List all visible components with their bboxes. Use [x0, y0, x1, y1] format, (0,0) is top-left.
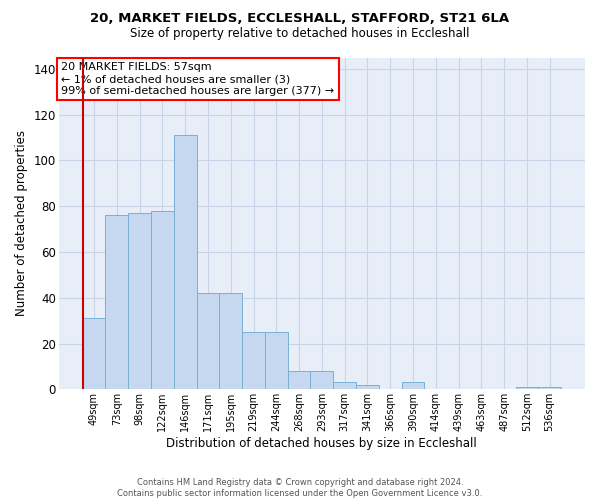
Bar	[106, 216, 128, 390]
Bar	[174, 136, 197, 390]
Bar	[151, 211, 174, 390]
Bar	[515, 387, 538, 390]
X-axis label: Distribution of detached houses by size in Eccleshall: Distribution of detached houses by size …	[166, 437, 477, 450]
Text: Contains HM Land Registry data © Crown copyright and database right 2024.
Contai: Contains HM Land Registry data © Crown c…	[118, 478, 482, 498]
Text: Size of property relative to detached houses in Eccleshall: Size of property relative to detached ho…	[130, 28, 470, 40]
Bar	[538, 387, 561, 390]
Bar	[128, 213, 151, 390]
Bar	[310, 371, 333, 390]
Bar	[220, 293, 242, 390]
Bar	[287, 371, 310, 390]
Text: 20 MARKET FIELDS: 57sqm
← 1% of detached houses are smaller (3)
99% of semi-deta: 20 MARKET FIELDS: 57sqm ← 1% of detached…	[61, 62, 334, 96]
Text: 20, MARKET FIELDS, ECCLESHALL, STAFFORD, ST21 6LA: 20, MARKET FIELDS, ECCLESHALL, STAFFORD,…	[91, 12, 509, 26]
Bar	[242, 332, 265, 390]
Bar	[197, 293, 220, 390]
Bar	[265, 332, 287, 390]
Bar	[356, 384, 379, 390]
Bar	[333, 382, 356, 390]
Bar	[401, 382, 424, 390]
Bar	[83, 318, 106, 390]
Y-axis label: Number of detached properties: Number of detached properties	[15, 130, 28, 316]
